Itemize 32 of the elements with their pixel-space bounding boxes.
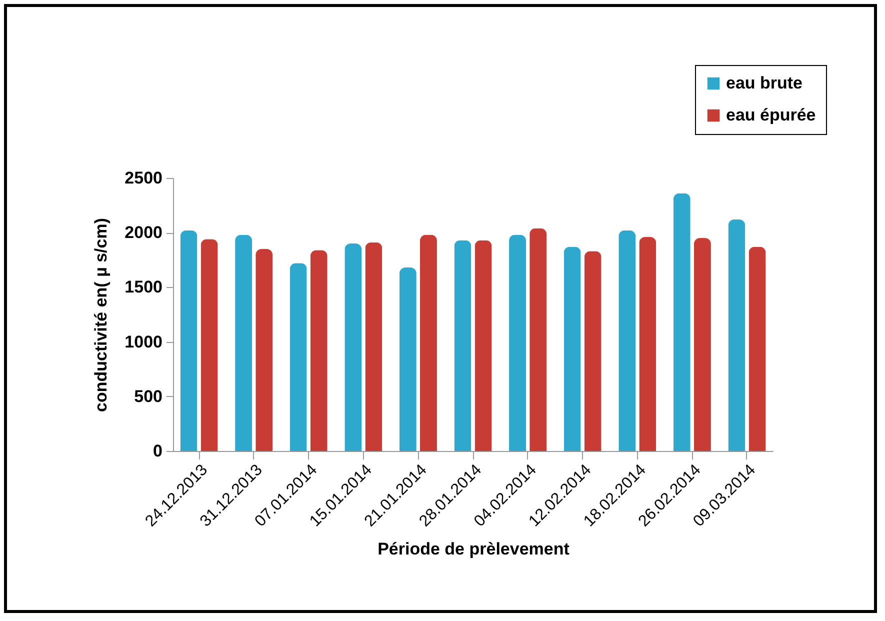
- bar: [584, 251, 602, 451]
- bar: [290, 263, 307, 451]
- bar: [530, 228, 547, 451]
- bar: [694, 238, 711, 451]
- bar: [344, 244, 362, 451]
- y-tick-label: 2500: [124, 168, 162, 188]
- bar: [420, 234, 437, 451]
- legend-label: eau brute: [726, 74, 803, 92]
- y-tick-label: 1500: [124, 278, 162, 297]
- bar: [564, 246, 581, 451]
- bar: [454, 240, 472, 451]
- bar: [310, 250, 328, 451]
- y-axis-title: conductivité en( µ s/cm): [92, 218, 111, 412]
- bar: [256, 248, 273, 451]
- bar: [639, 236, 656, 451]
- x-axis-title: Période de prèlevement: [378, 539, 570, 558]
- bar: [673, 193, 690, 451]
- y-tick-label: 1000: [124, 332, 162, 352]
- bar: [180, 230, 198, 451]
- legend-label: eau épurée: [726, 106, 816, 124]
- bar: [509, 234, 526, 451]
- bar: [365, 242, 382, 451]
- y-tick-label: 0: [153, 442, 162, 460]
- bar: [399, 268, 416, 451]
- y-tick-label: 500: [134, 386, 162, 406]
- bar: [200, 239, 218, 451]
- bar: [748, 246, 766, 451]
- y-tick-label: 2000: [124, 223, 162, 242]
- bar: [235, 234, 252, 451]
- bar: [728, 219, 746, 451]
- bar: [618, 230, 636, 451]
- bar: [474, 240, 492, 451]
